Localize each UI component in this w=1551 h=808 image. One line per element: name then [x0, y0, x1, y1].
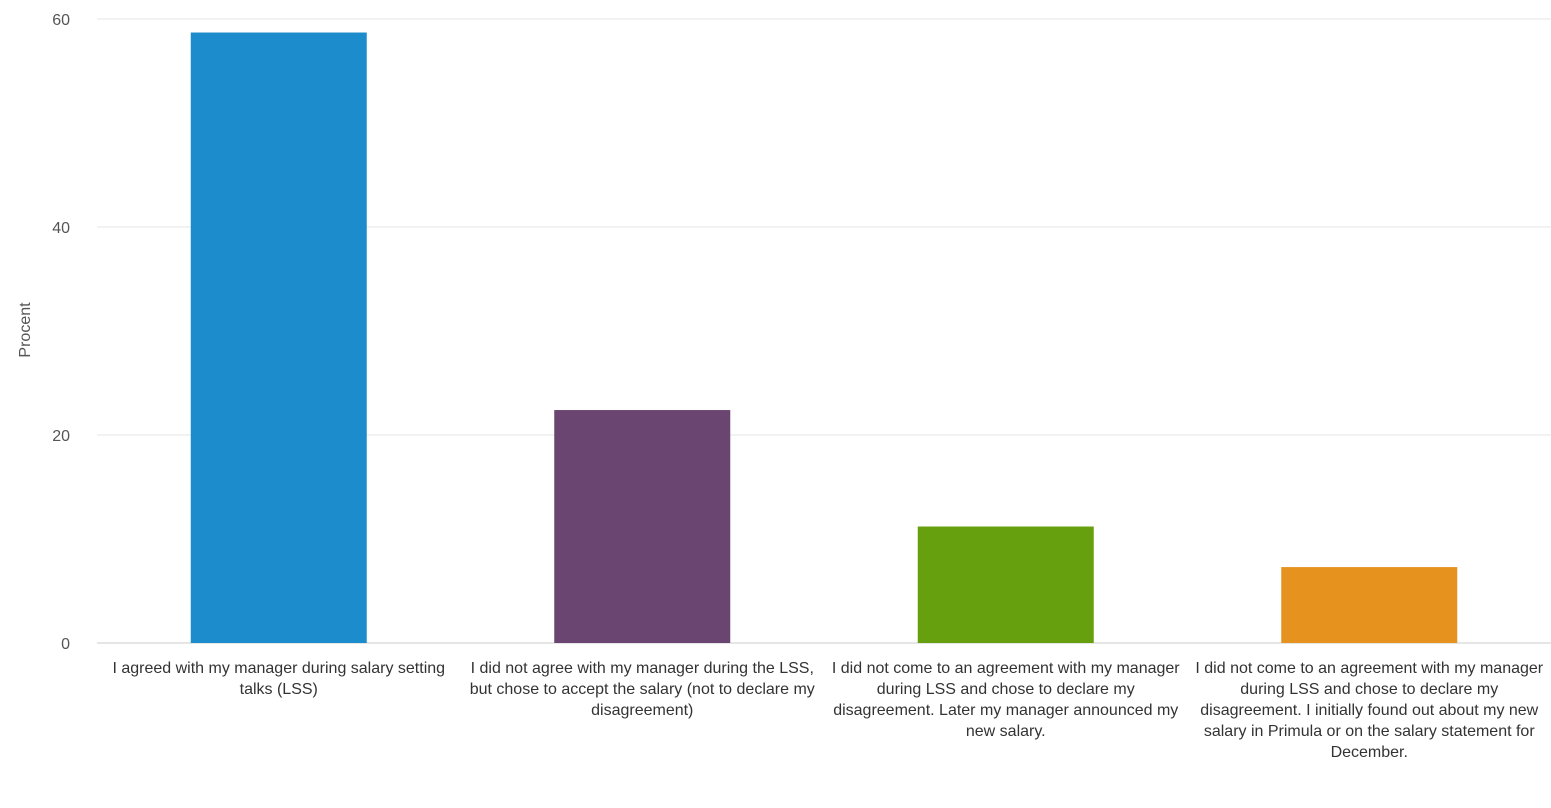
bar [917, 526, 1094, 643]
x-category-label: I agreed with my manager during salary s… [112, 660, 446, 698]
y-tick-label: 40 [52, 220, 70, 237]
bar [554, 410, 731, 643]
y-tick-label: 20 [52, 428, 70, 445]
x-category-label: I did not agree with my manager during t… [469, 660, 815, 719]
bar [1281, 567, 1458, 643]
x-category-label: I did not come to an agreement with my m… [1195, 660, 1544, 761]
y-axis-title: Procent [17, 302, 34, 358]
x-category-label: I did not come to an agreement with my m… [831, 660, 1180, 740]
y-tick-label: 60 [52, 12, 70, 29]
y-axis-ticks: 0 20 40 60 [52, 12, 70, 653]
bars [190, 32, 1458, 643]
y-tick-label: 0 [61, 636, 70, 653]
bar [190, 32, 367, 643]
